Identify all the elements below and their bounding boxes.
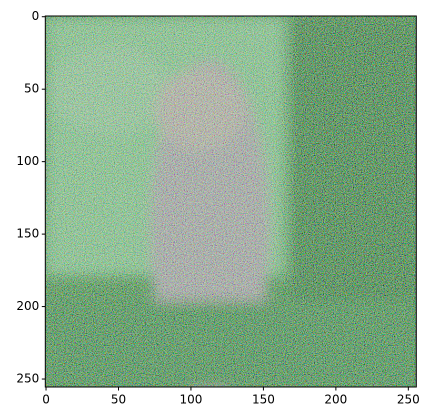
axes-frame	[44, 15, 417, 388]
image	[45, 16, 417, 387]
x-tick-label: 150	[252, 393, 275, 407]
x-tick-label: 100	[179, 393, 202, 407]
x-tick-label: 0	[42, 393, 50, 407]
y-tick-label: 150	[16, 227, 39, 241]
x-tick-label: 200	[324, 393, 347, 407]
x-tick-label: 250	[397, 393, 420, 407]
y-tick-label: 200	[16, 299, 39, 313]
y-tick-label: 0	[32, 9, 40, 23]
y-tick-label: 100	[16, 154, 39, 168]
x-tick-label: 50	[111, 393, 126, 407]
y-tick-label: 250	[16, 372, 39, 386]
y-tick-label: 50	[24, 82, 39, 96]
